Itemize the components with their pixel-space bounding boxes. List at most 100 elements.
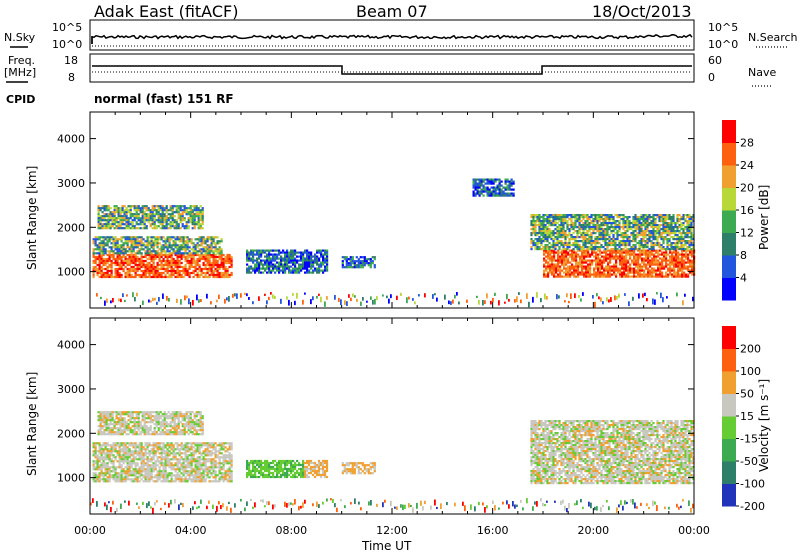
data-cell — [280, 251, 283, 254]
data-cell — [108, 236, 111, 239]
data-cell — [638, 220, 641, 223]
data-cell — [182, 244, 185, 247]
data-cell — [601, 275, 604, 278]
data-cell — [361, 256, 364, 259]
data-cell — [163, 221, 166, 224]
data-cell — [99, 209, 102, 212]
data-cell — [599, 273, 602, 276]
data-cell — [119, 213, 122, 216]
data-cell — [139, 217, 142, 220]
data-cell — [179, 221, 182, 224]
data-cell — [184, 273, 187, 277]
data-cell — [626, 238, 629, 241]
data-cell — [604, 240, 607, 243]
data-cell — [546, 234, 549, 237]
noise-cell — [210, 301, 212, 305]
data-cell — [676, 242, 679, 245]
data-cell — [609, 271, 612, 274]
noise-cell — [632, 296, 634, 301]
data-cell — [282, 265, 285, 268]
data-cell — [176, 257, 179, 261]
data-cell — [599, 253, 602, 256]
data-cell — [186, 238, 189, 241]
data-cell — [615, 259, 618, 262]
data-cell — [565, 261, 568, 264]
data-cell — [146, 244, 149, 247]
data-cell — [206, 248, 209, 251]
data-cell — [631, 269, 634, 272]
data-cell — [98, 257, 101, 261]
data-cell — [98, 259, 101, 263]
data-cell — [142, 263, 145, 267]
data-cell — [116, 259, 119, 263]
data-cell — [658, 218, 661, 221]
data-cell — [116, 267, 119, 271]
data-cell — [112, 446, 115, 449]
data-cell — [94, 442, 97, 445]
data-cell — [498, 190, 501, 193]
data-cell — [540, 224, 543, 227]
data-cell — [162, 236, 165, 239]
data-cell — [472, 184, 475, 187]
data-cell — [100, 462, 103, 465]
data-cell — [556, 236, 559, 239]
data-cell — [586, 242, 589, 245]
data-cell — [676, 234, 679, 237]
data-cell — [118, 464, 121, 467]
data-cell — [280, 255, 283, 258]
data-cell — [691, 269, 694, 272]
data-cell — [149, 215, 152, 218]
data-cell — [556, 240, 559, 243]
noise-cell — [432, 294, 434, 299]
data-cell — [560, 240, 563, 243]
data-cell — [649, 269, 652, 272]
data-cell — [590, 248, 593, 251]
data-cell — [218, 252, 221, 255]
data-cell — [627, 253, 630, 256]
data-cell — [124, 252, 127, 255]
noise-cell — [326, 296, 328, 300]
data-cell — [643, 253, 646, 256]
data-cell — [622, 232, 625, 235]
data-cell — [549, 255, 552, 258]
data-cell — [597, 259, 600, 262]
data-cell — [195, 215, 198, 218]
data-cell — [596, 240, 599, 243]
data-cell — [204, 238, 207, 241]
data-cell — [198, 244, 201, 247]
data-cell — [588, 224, 591, 227]
data-cell — [136, 478, 139, 481]
data-cell — [349, 266, 352, 269]
data-cell — [575, 257, 578, 260]
data-cell — [154, 267, 157, 271]
data-cell — [625, 251, 628, 254]
data-cell — [194, 259, 197, 263]
data-cell — [106, 452, 109, 455]
data-cell — [191, 219, 194, 222]
data-cell — [644, 236, 647, 239]
data-cell — [100, 273, 103, 277]
data-cell — [637, 275, 640, 278]
data-cell — [641, 261, 644, 264]
data-cell — [563, 271, 566, 274]
data-cell — [326, 265, 329, 268]
data-cell — [140, 442, 143, 445]
data-cell — [170, 246, 173, 249]
data-cell — [538, 242, 541, 245]
data-cell — [345, 256, 348, 259]
data-cell — [224, 261, 227, 265]
data-cell — [602, 222, 605, 225]
noise-cell — [156, 301, 158, 305]
data-cell — [118, 472, 121, 475]
data-cell — [648, 230, 651, 233]
data-cell — [133, 205, 136, 208]
y-tick-label: 4000 — [57, 133, 85, 146]
data-cell — [160, 271, 163, 275]
data-cell — [154, 265, 157, 269]
data-cell — [677, 265, 680, 268]
data-cell — [500, 192, 503, 195]
data-cell — [226, 253, 229, 257]
data-cell — [581, 271, 584, 274]
data-cell — [140, 460, 143, 463]
data-cell — [543, 275, 546, 278]
